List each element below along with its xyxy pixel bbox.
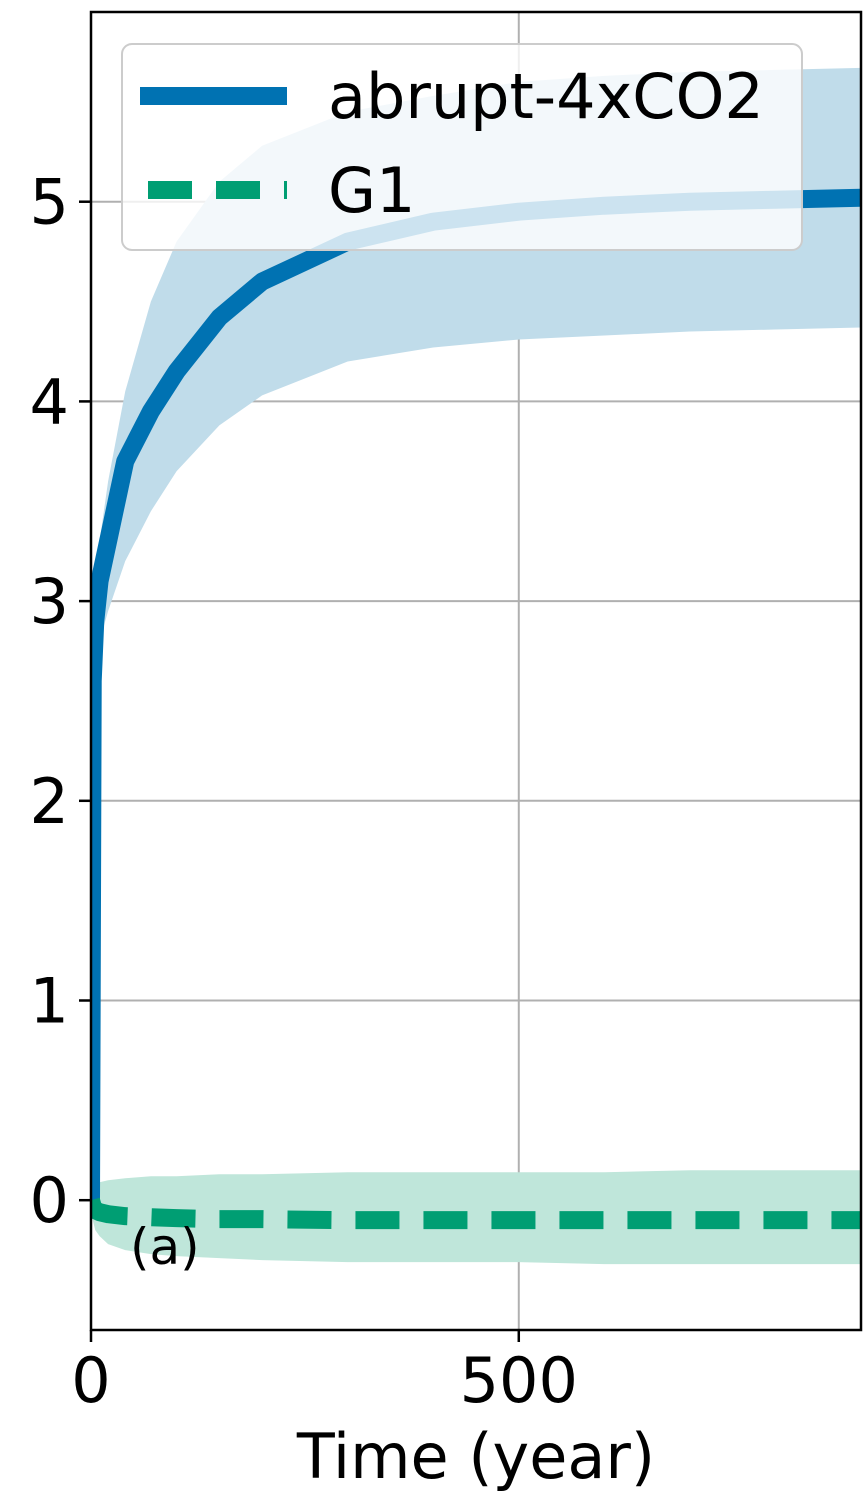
plot-frame [89, 10, 863, 1332]
legend-box [121, 43, 803, 251]
series-line-g1 [91, 1197, 861, 1230]
legend-label-g1: G1 [328, 154, 416, 227]
legend-label-abrupt-4xco2: abrupt-4xCO2 [328, 60, 764, 133]
x-axis-title: Time (year) [296, 1420, 655, 1493]
band-g1 [91, 1170, 861, 1265]
band-abrupt-4xco2 [91, 67, 861, 1201]
x-tick-label-500: 500 [460, 1344, 578, 1417]
y-tick-label-1: 1 [30, 965, 69, 1038]
x-tick-label-0: 0 [71, 1344, 110, 1417]
y-tick-label-0: 0 [30, 1164, 69, 1237]
legend: abrupt-4xCO2 G1 [121, 43, 803, 251]
panel-label: (a) [130, 1218, 200, 1276]
y-tick-label-4: 4 [30, 365, 69, 438]
y-tick-label-5: 5 [30, 166, 69, 239]
series-line-abrupt-4xco2 [91, 188, 861, 1201]
y-tick-label-2: 2 [30, 765, 69, 838]
uncertainty-bands [91, 67, 861, 1265]
y-tick-label-3: 3 [30, 565, 69, 638]
axes-frame [89, 10, 863, 1332]
tick-labels: 0 1 2 3 4 5 0 500 [30, 166, 578, 1417]
